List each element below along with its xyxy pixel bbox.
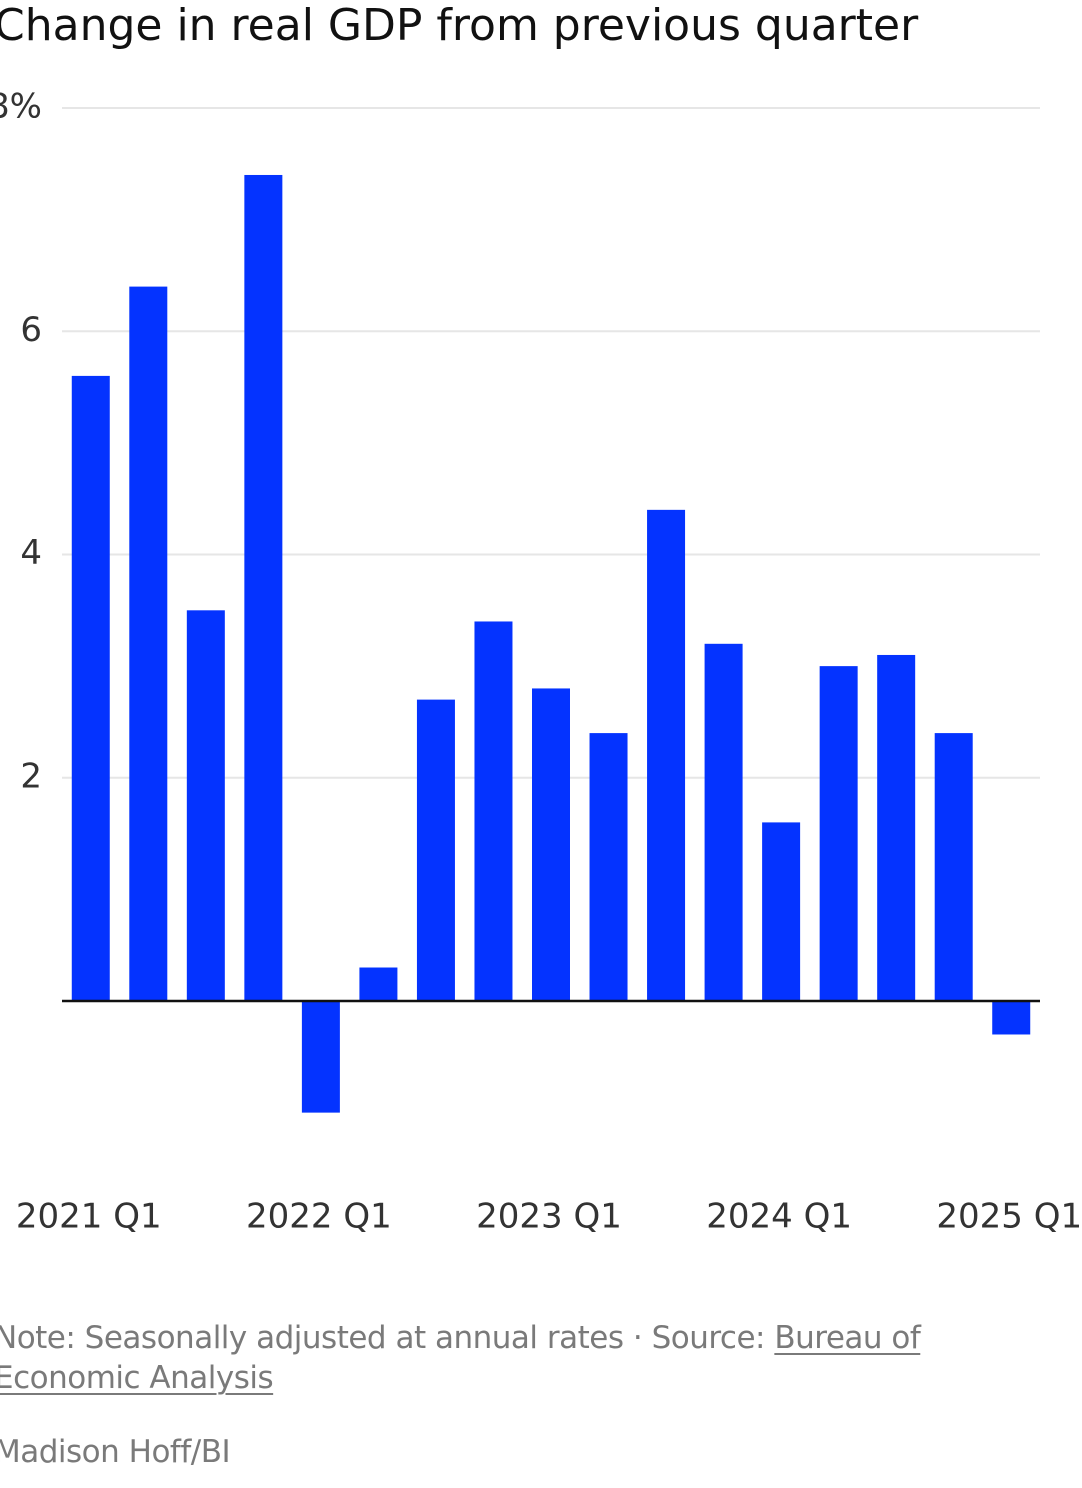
bar [877, 654, 916, 1001]
separator: · [623, 1320, 652, 1356]
bar [416, 699, 455, 1001]
source-label: Source: [651, 1320, 766, 1356]
y-tick-label: 4 [20, 533, 42, 573]
chart: Change in real GDP from previous quarter… [0, 0, 1082, 1237]
y-tick-label: 6 [20, 310, 42, 350]
footnote: Note: Seasonally adjusted at annual rate… [0, 1318, 984, 1398]
y-tick-label: 8% [0, 87, 42, 127]
note: Note: Seasonally adjusted at annual rate… [0, 1320, 624, 1356]
bar [129, 286, 168, 1002]
y-tick-label: 2 [20, 756, 42, 796]
x-tick-label: 2025 Q1 [936, 1197, 1082, 1237]
chart-title: Change in real GDP from previous quarter [0, 0, 919, 51]
bar [647, 509, 686, 1001]
x-tick-label: 2021 Q1 [16, 1197, 162, 1237]
bar [301, 1001, 340, 1113]
bar [934, 733, 973, 1001]
bar [244, 174, 283, 1002]
bar [704, 643, 743, 1001]
bar [71, 375, 110, 1001]
bar [474, 621, 513, 1001]
x-tick-label: 2022 Q1 [246, 1197, 392, 1237]
credit: Madison Hoff/BI [0, 1434, 231, 1470]
bar [359, 967, 398, 1001]
x-tick-label: 2024 Q1 [706, 1197, 852, 1237]
bar [532, 688, 570, 1001]
x-tick-label: 2023 Q1 [476, 1197, 622, 1237]
source-link[interactable]: Bureau of Economic Analysis [0, 1320, 921, 1396]
bar [589, 733, 628, 1001]
bar [186, 610, 225, 1001]
bar [992, 1001, 1031, 1035]
bar [819, 666, 858, 1001]
bar [762, 822, 801, 1001]
